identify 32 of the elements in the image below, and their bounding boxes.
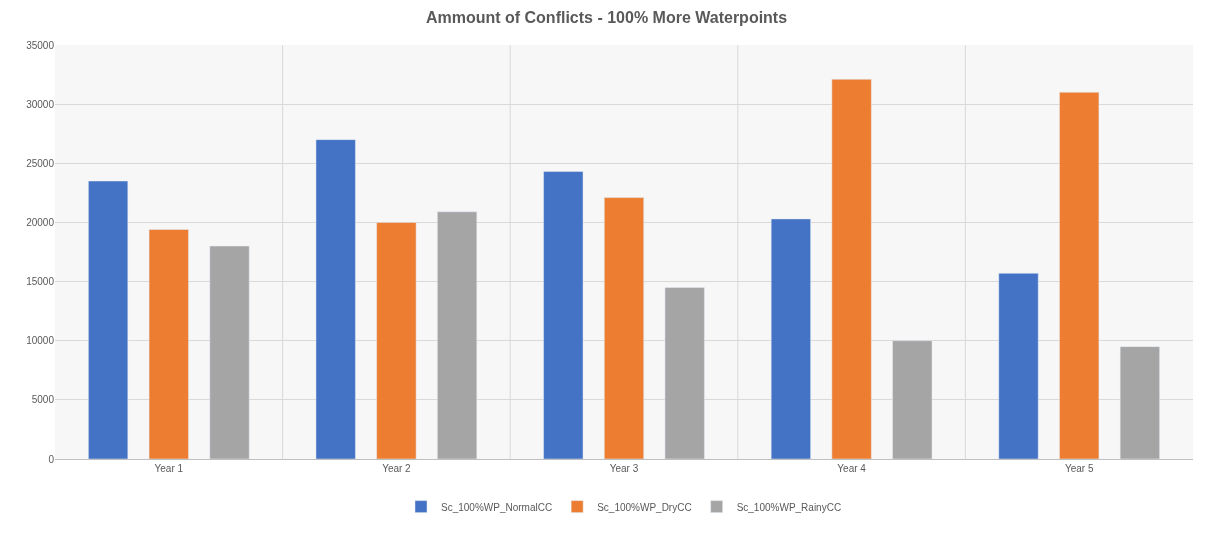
y-tick-label: 20000 [26, 216, 55, 228]
y-tick-label: 10000 [26, 335, 55, 347]
x-tick-label: Year 1 [154, 463, 184, 474]
y-tick-label: 25000 [26, 157, 55, 169]
bar [770, 218, 811, 459]
x-tick-label: Year 4 [837, 463, 867, 474]
legend-label: Sc_100%WP_DryCC [597, 501, 692, 513]
legend-label: Sc_100%WP_RainyCC [736, 501, 842, 513]
y-tick-label: 5000 [31, 394, 55, 406]
y-tick-label: 35000 [26, 39, 55, 51]
x-tick-label: Year 3 [609, 463, 639, 474]
bar [664, 287, 705, 459]
bar [88, 180, 129, 459]
bar [604, 197, 644, 459]
bar [1119, 346, 1160, 459]
bar [315, 139, 356, 459]
y-tick-label: 0 [48, 453, 55, 465]
bar [998, 273, 1039, 459]
bar [209, 245, 250, 459]
chart-title: Ammount of Conflicts - 100% More Waterpoints [425, 8, 788, 26]
bar [437, 211, 478, 459]
y-tick-label: 15000 [26, 276, 55, 288]
bar [148, 229, 189, 459]
legend-label: Sc_100%WP_NormalCC [441, 501, 553, 513]
bar [892, 340, 933, 459]
bar [831, 79, 872, 459]
y-tick-label: 30000 [26, 98, 55, 110]
x-tick-label: Year 5 [1064, 463, 1094, 474]
x-tick-label: Year 2 [382, 463, 412, 474]
bar [376, 222, 417, 459]
bar [1059, 92, 1100, 459]
bar [543, 171, 584, 459]
